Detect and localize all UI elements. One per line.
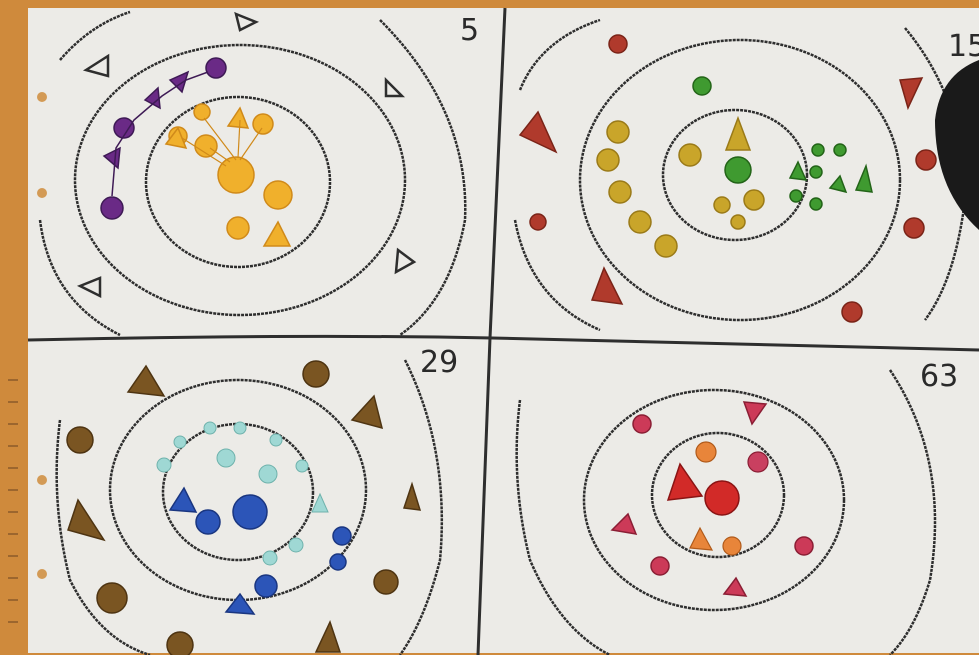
panel-bottom-right: 63 (515, 359, 958, 655)
binder-holes (37, 92, 47, 579)
panel-number: 29 (420, 345, 458, 380)
panel-number: 63 (920, 359, 958, 394)
ruler-marks (8, 379, 18, 623)
paper-sheet (28, 8, 979, 653)
panel-number: 5 (460, 13, 479, 48)
quadrant-dividers (27, 7, 979, 655)
panel-top-left: 5 (38, 10, 479, 337)
thumb-shadow (935, 60, 979, 230)
panel-top-right: 15 (513, 18, 979, 332)
panel-number: 15 (948, 29, 979, 64)
panel-bottom-left: 29 (55, 345, 458, 655)
